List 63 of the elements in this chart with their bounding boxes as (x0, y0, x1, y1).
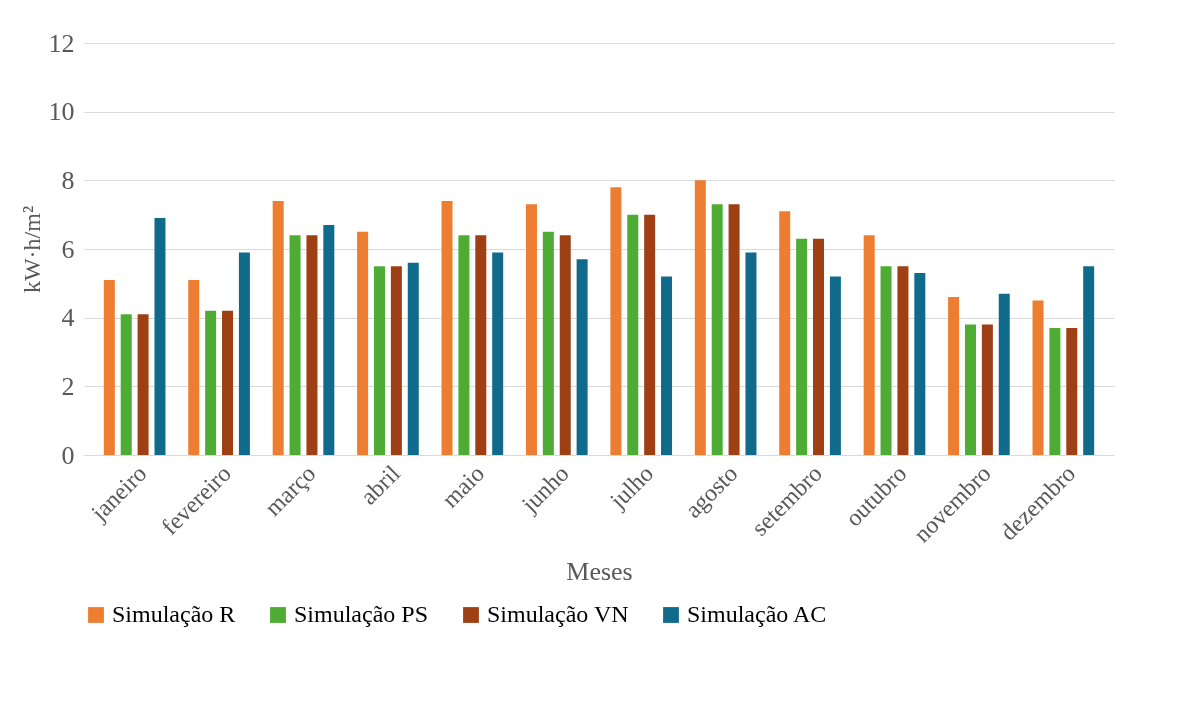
bar (694, 180, 706, 455)
bar (711, 204, 723, 455)
y-axis-title: kW·h/m² (18, 205, 45, 294)
legend-label: Simulação R (112, 601, 236, 627)
x-tick-label: maio (437, 460, 490, 513)
bar (897, 266, 909, 455)
bar (627, 214, 639, 455)
bar (661, 276, 673, 455)
x-axis-title: Meses (566, 557, 633, 587)
bar (964, 324, 976, 455)
bar (998, 293, 1010, 455)
bar (458, 235, 470, 455)
y-tick-label: 10 (48, 97, 75, 127)
bar (205, 310, 217, 455)
y-tick-label: 6 (61, 234, 75, 264)
y-tick-label: 0 (61, 440, 75, 470)
bar (323, 224, 335, 455)
bar (779, 211, 791, 455)
bar (154, 218, 166, 455)
bar (644, 214, 656, 455)
bar (238, 252, 250, 455)
bar (390, 266, 402, 455)
bar (829, 276, 841, 455)
bar (914, 273, 926, 455)
bar (188, 279, 200, 455)
bar (407, 262, 419, 455)
bar (272, 200, 284, 455)
bar (576, 259, 588, 455)
bar (475, 235, 487, 455)
bar (373, 266, 385, 455)
bar (728, 204, 740, 455)
y-tick-label: 4 (61, 303, 75, 333)
bar (525, 204, 537, 455)
bar (559, 235, 571, 455)
bar (222, 310, 234, 455)
bar (441, 200, 453, 455)
bar (981, 324, 993, 455)
bar (492, 252, 504, 455)
y-tick-label: 12 (48, 28, 75, 58)
legend-label: Simulação PS (294, 601, 429, 627)
bar (1049, 327, 1061, 455)
bar (306, 235, 318, 455)
bar (610, 187, 622, 455)
bar (948, 297, 960, 455)
bar (357, 231, 369, 455)
x-tick-label: abril (355, 459, 406, 510)
bar (542, 231, 554, 455)
bar (813, 238, 825, 455)
bar (120, 314, 132, 455)
y-tick-label: 2 (61, 371, 75, 401)
bar (289, 235, 301, 455)
y-tick-label: 8 (61, 165, 75, 195)
bar (1032, 300, 1044, 455)
legend-label: Simulação AC (687, 601, 827, 627)
bar (745, 252, 757, 455)
bar (137, 314, 149, 455)
bar (1066, 327, 1078, 455)
bar (103, 279, 115, 455)
bar (1083, 266, 1095, 455)
bar (880, 266, 892, 455)
bar (796, 238, 808, 455)
legend-label: Simulação VN (487, 601, 629, 627)
bar (863, 235, 875, 455)
